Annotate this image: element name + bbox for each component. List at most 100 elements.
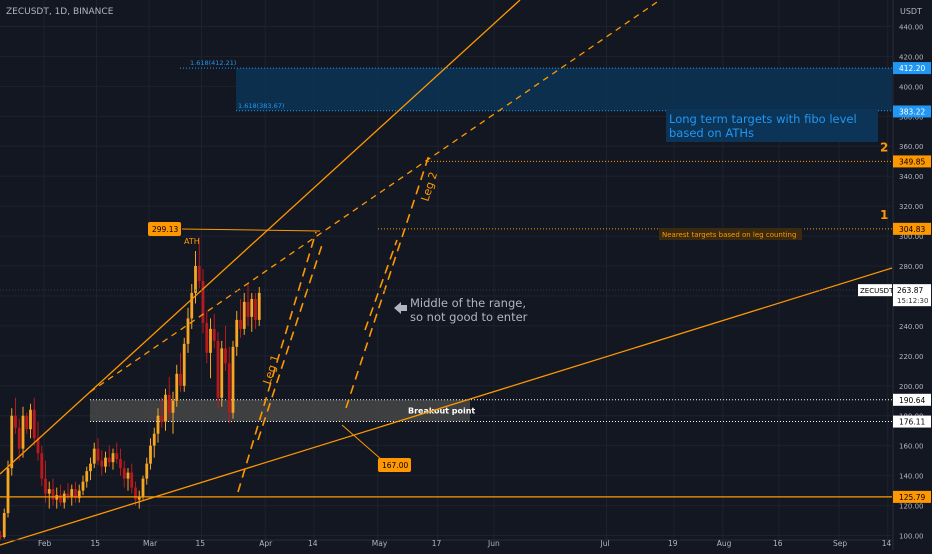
candle-body [246, 301, 250, 317]
time-tick-label: Aug [717, 539, 732, 548]
fib-target-zone [236, 68, 892, 111]
price-tick-label: 300.00 [899, 233, 924, 241]
price-tick-label: 160.00 [899, 443, 924, 451]
price-tick-label: 440.00 [899, 23, 924, 31]
candle-body [14, 415, 17, 428]
zones: 1.618(412.21) 1.618(383.67) Breakout point [90, 59, 892, 423]
price-label-white [893, 415, 931, 428]
candle-body [122, 468, 126, 479]
time-tick-label: May [372, 539, 388, 548]
price-tick-label: 220.00 [899, 353, 924, 361]
candle-body [179, 373, 182, 386]
price-label-white-text: 176.11 [899, 418, 925, 427]
price-tick-label: 400.00 [899, 83, 924, 91]
candle-body [81, 481, 85, 491]
candle-body [182, 343, 186, 386]
drawings [0, 0, 893, 546]
candle-body [115, 453, 119, 460]
price-label-orange-text: 349.85 [899, 157, 925, 166]
target-number-2: 2 [880, 140, 888, 154]
candle-body [201, 280, 205, 323]
candle-body [70, 489, 74, 497]
candle-body [156, 415, 160, 434]
candle-body [171, 400, 175, 413]
time-tick-label: Jul [600, 539, 610, 548]
candle-body [44, 478, 47, 494]
leg1-line-left [237, 231, 317, 493]
candle-body [10, 415, 14, 469]
symbol-title: ZECUSDT, 1D, BINANCE [6, 7, 114, 17]
middle-note-line2: so not good to enter [410, 310, 528, 324]
upper-trendline [0, 0, 521, 475]
candle-body [175, 373, 179, 401]
candle-body [205, 322, 209, 353]
candle-body [250, 298, 254, 317]
ath-label: ATH [184, 237, 200, 246]
candle-body [40, 453, 44, 479]
candle-body [32, 409, 36, 439]
price-tick-label: 100.00 [899, 533, 924, 541]
candle-body [77, 490, 81, 499]
candle-body [100, 460, 104, 467]
time-tick-label: Feb [38, 539, 52, 548]
price-label-blue-text: 412.20 [899, 64, 925, 73]
time-tick-label: 17 [432, 539, 442, 548]
candle-body [197, 266, 201, 281]
candle-body [126, 472, 130, 479]
candle-body [107, 457, 111, 463]
candle-body [145, 463, 149, 479]
candle-body [137, 496, 141, 500]
price-label-white-text: 190.64 [899, 396, 925, 405]
long-term-note-line2: based on ATHs [669, 126, 754, 140]
candle-body [74, 489, 77, 499]
price-label-blue [893, 62, 931, 75]
candle-body [220, 348, 224, 398]
candle-body [257, 292, 261, 320]
candle-body [96, 448, 100, 461]
candle-body [104, 457, 107, 467]
time-tick-label: 15 [196, 539, 206, 548]
time-tick-label: 16 [773, 539, 783, 548]
candle-body [29, 409, 32, 430]
current-symbol-label: ZECUSDT [860, 287, 894, 295]
price-label-orange-text: 304.83 [899, 225, 925, 234]
candle-body [6, 468, 10, 514]
candle-body [186, 318, 190, 344]
countdown-text: 15:12:30 [897, 297, 928, 305]
candle-body [227, 363, 231, 413]
currency-label: USDT [900, 7, 922, 16]
candle-body [224, 348, 227, 364]
price-tick-label: 200.00 [899, 383, 924, 391]
candle-body [51, 489, 55, 500]
candle-body [59, 495, 62, 503]
ath-value-text: 299.13 [152, 225, 178, 234]
time-tick-label: 19 [668, 539, 678, 548]
price-label-orange [893, 155, 931, 168]
candle-body [164, 394, 167, 422]
candle-body [130, 472, 134, 488]
candle-body [85, 471, 89, 482]
price-tick-label: 360.00 [899, 143, 924, 151]
price-label-orange [893, 222, 931, 235]
time-tick-label: 15 [91, 539, 101, 548]
candle-body [231, 346, 235, 413]
candle-body [119, 459, 122, 469]
candle-body [194, 266, 197, 293]
ath-line [181, 228, 321, 232]
middle-note-line1: Middle of the range, [410, 296, 526, 310]
current-symbol-box [858, 284, 892, 297]
price-label-orange-text: 125.79 [899, 493, 925, 502]
candle-body [2, 513, 6, 538]
time-tick-label: 14 [308, 539, 318, 548]
candle-body [25, 415, 29, 430]
time-tick-label: Apr [259, 539, 273, 548]
candle-body [152, 433, 156, 446]
fib-label-top: 1.618(412.21) [190, 59, 236, 67]
price-tick-label: 280.00 [899, 263, 924, 271]
time-axis[interactable]: Feb 15 Mar 15 Apr 14 May 17 Jun Jul 19 Aug 16 Sep 14 [0, 539, 893, 548]
fib-label-bottom: 1.618(383.67) [238, 102, 284, 110]
time-tick-label: Jun [487, 539, 500, 548]
